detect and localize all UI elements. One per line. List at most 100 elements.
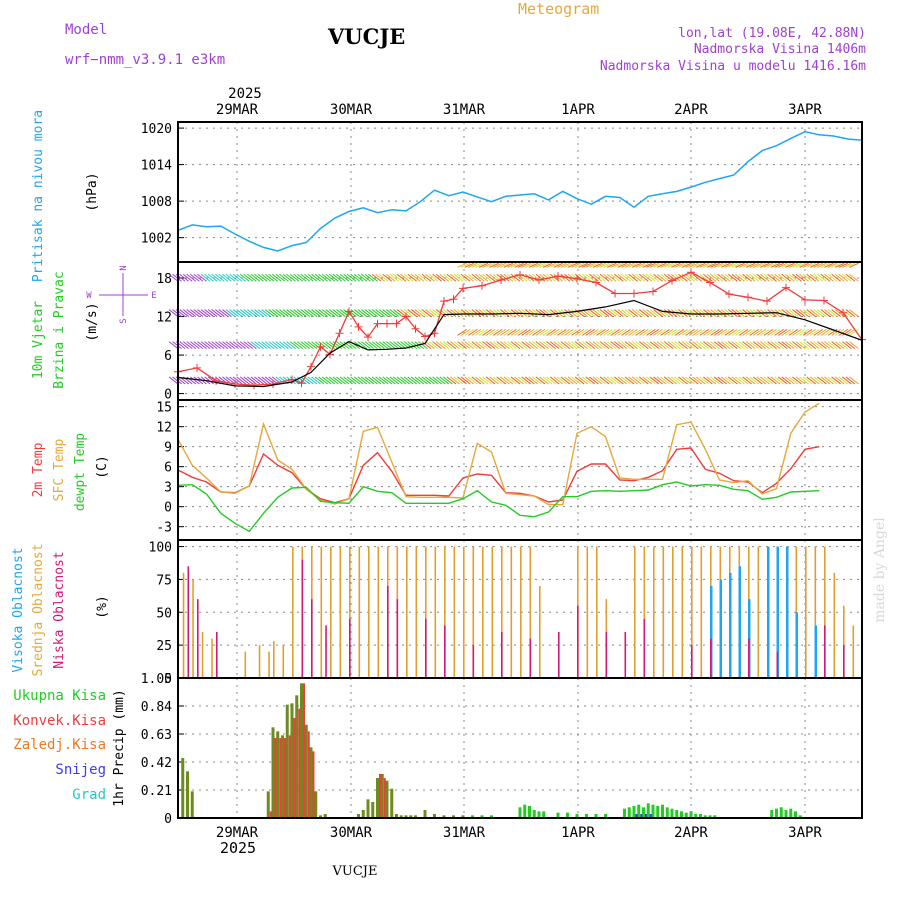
- wind-barb: [546, 262, 556, 268]
- wind-barb: [510, 328, 521, 336]
- wind-barb: [724, 309, 735, 317]
- wind-barb: [268, 273, 279, 282]
- wind-gust-marker: [316, 342, 325, 351]
- wind-barb: [660, 273, 670, 282]
- wind-barb: [393, 309, 403, 317]
- wind-barb: [553, 341, 564, 350]
- wind-barb: [603, 309, 613, 317]
- sfc-temp-line: [177, 402, 820, 506]
- wind-gust-marker: [373, 319, 382, 328]
- bottom-date-label: 1APR: [561, 825, 595, 841]
- wind-barb: [749, 376, 759, 385]
- wind-barb: [371, 376, 382, 385]
- low-cloud-bar: [643, 618, 646, 678]
- wind-barb: [289, 309, 300, 317]
- total-precip-bar: [770, 810, 774, 818]
- wind-barb: [489, 341, 499, 350]
- wind-barb: [229, 376, 239, 385]
- wind-barb: [802, 309, 813, 317]
- wind-barb: [521, 376, 531, 385]
- wind-barb: [471, 376, 482, 385]
- wind-barb: [742, 376, 752, 385]
- wind-barb: [207, 309, 218, 317]
- total-precip-bar: [385, 780, 389, 818]
- total-precip-bar: [295, 695, 299, 818]
- temp-unit-label: (C): [95, 455, 110, 478]
- mid-cloud-bar: [596, 546, 598, 678]
- wind-barb: [685, 262, 695, 268]
- wind-barb: [681, 262, 692, 268]
- total-precip-bar: [461, 815, 465, 818]
- wind-barb: [410, 376, 421, 385]
- dewpt-label: dewpt Temp: [73, 433, 88, 511]
- high-cloud-bar: [795, 612, 798, 678]
- wind-barb: [564, 328, 574, 336]
- wind-barb: [692, 376, 702, 385]
- wind-barb: [574, 376, 585, 385]
- wind-barb: [457, 262, 467, 268]
- total-precip-bar: [670, 808, 674, 818]
- wind-barb: [571, 376, 581, 385]
- wind-barb: [211, 309, 222, 317]
- wind-barb: [464, 341, 474, 350]
- wind-gust-marker: [392, 319, 401, 328]
- wind-barb: [742, 341, 752, 350]
- wind-barb: [649, 376, 660, 385]
- wind-barb: [507, 376, 517, 385]
- wind-barb: [229, 309, 239, 317]
- total-precip-bar: [423, 810, 427, 818]
- wind-barb: [222, 273, 232, 282]
- wind-barb: [450, 309, 460, 317]
- wind-barb: [535, 376, 546, 385]
- wind-barb: [671, 341, 681, 350]
- wind-barb: [638, 376, 649, 385]
- wind-barb: [770, 273, 781, 282]
- wind-barb: [777, 262, 788, 268]
- wind-gust-marker: [744, 293, 752, 302]
- wind-gust-marker: [440, 297, 448, 306]
- high-cloud-bar: [776, 546, 779, 678]
- mid-cloud-bar: [700, 546, 703, 678]
- wind-barb: [475, 309, 485, 317]
- wind-barb: [485, 328, 496, 336]
- wind-barb: [813, 341, 824, 350]
- wind-barb: [806, 309, 816, 317]
- conv-precip-bar: [293, 718, 296, 818]
- wind-barb: [827, 309, 838, 317]
- wind-barb: [742, 273, 752, 282]
- wind-barb: [225, 309, 236, 317]
- wind-barb: [482, 309, 492, 317]
- wind-barb: [824, 328, 834, 336]
- wind-barb: [785, 328, 795, 336]
- wind-barb: [457, 328, 467, 336]
- wind-barb: [624, 273, 635, 282]
- wind-barb: [514, 341, 524, 350]
- wind-barb: [774, 376, 784, 385]
- total-precip-bar: [442, 815, 446, 818]
- wind-barb: [795, 273, 806, 282]
- wind-barb: [282, 341, 293, 350]
- wind-barb: [809, 273, 820, 282]
- mid-cloud-bar: [330, 546, 332, 678]
- wind-barb: [460, 262, 471, 268]
- wind-barb: [663, 376, 674, 385]
- mid-cloud-bar: [211, 638, 213, 678]
- wind-barb: [257, 273, 268, 282]
- wind-barb: [674, 341, 685, 350]
- wind-barb: [464, 328, 474, 336]
- total-precip-bar: [528, 806, 531, 818]
- wind-barb: [610, 273, 621, 282]
- wind-barb: [282, 309, 293, 317]
- wind-barb: [453, 376, 464, 385]
- wind-barb: [606, 328, 617, 336]
- wind-barb: [289, 273, 300, 282]
- wind-barb: [802, 328, 813, 336]
- wind-barb: [817, 309, 827, 317]
- wind-barb: [539, 341, 549, 350]
- wind-barb: [375, 273, 385, 282]
- wind-barb: [728, 262, 738, 268]
- wind-gust-marker: [725, 290, 733, 299]
- wind-barb: [806, 328, 816, 336]
- wind-barb: [443, 309, 453, 317]
- wind-barb: [660, 328, 670, 336]
